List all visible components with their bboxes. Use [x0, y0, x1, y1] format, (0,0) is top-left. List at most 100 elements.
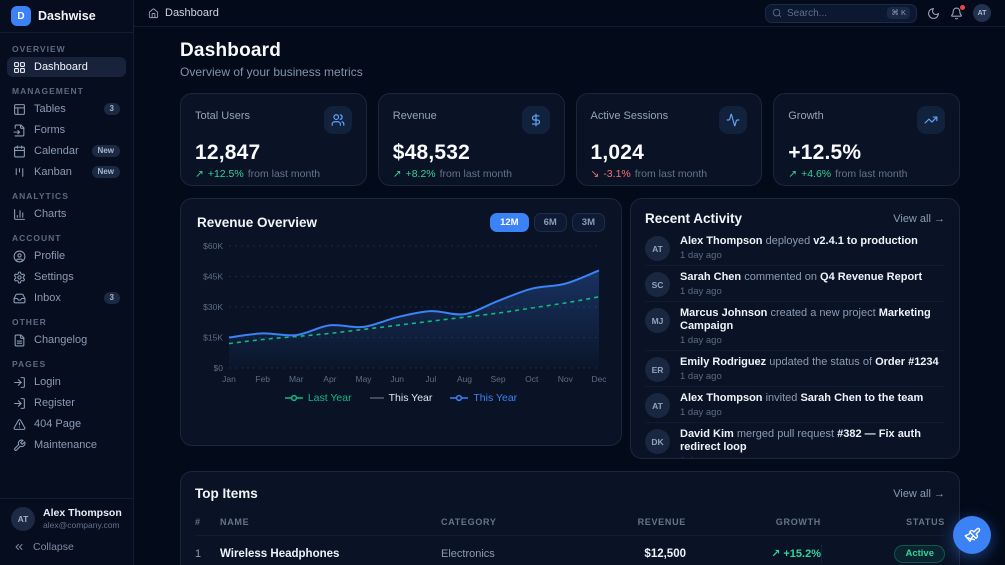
- svg-text:Jun: Jun: [390, 374, 404, 384]
- actor-name: Sarah Chen: [680, 271, 742, 283]
- sidebar-item-profile[interactable]: Profile: [7, 246, 126, 266]
- paintbrush-icon: [964, 527, 980, 542]
- dollar-icon: [521, 106, 550, 134]
- avatar: ER: [645, 357, 670, 382]
- table-row[interactable]: 1 Wireless Headphones Electronics $12,50…: [195, 535, 945, 565]
- svg-text:May: May: [356, 374, 373, 384]
- actor-name: Alex Thompson: [680, 392, 763, 404]
- svg-text:Aug: Aug: [457, 374, 472, 384]
- timestamp: 1 day ago: [680, 371, 722, 382]
- stat-cards: Total Users 12,847 ↗ +12.5% from last mo…: [180, 93, 960, 186]
- legend-label: Last Year: [307, 392, 352, 404]
- sidebar-item-maintenance[interactable]: Maintenance: [7, 435, 126, 455]
- sidebar-item-404[interactable]: 404 Page: [7, 414, 126, 434]
- svg-text:$15K: $15K: [203, 333, 223, 343]
- timestamp: 1 day ago: [680, 456, 945, 458]
- activity-item[interactable]: MJ Marcus Johnson created a new project …: [645, 301, 945, 350]
- sidebar-user[interactable]: AT Alex Thompson alex@company.com: [11, 507, 122, 531]
- sidebar-item-label: 404 Page: [34, 418, 82, 430]
- sidebar-item-login[interactable]: Login: [7, 372, 126, 392]
- sidebar-item-label: Inbox: [34, 292, 61, 304]
- moon-icon: [928, 7, 939, 19]
- wrench-icon: [13, 439, 26, 452]
- table-title: Top Items: [195, 486, 258, 501]
- avatar[interactable]: AT: [973, 4, 991, 22]
- stat-delta: +12.5%: [207, 168, 244, 180]
- stat-note: from last month: [247, 168, 321, 180]
- trend-up-icon: ↗: [771, 548, 781, 561]
- gear-icon: [13, 271, 26, 284]
- svg-text:Dec: Dec: [591, 374, 607, 384]
- file-text-icon: [13, 334, 26, 347]
- sidebar-item-tables[interactable]: Tables 3: [7, 99, 126, 119]
- sidebar-item-dashboard[interactable]: Dashboard: [7, 57, 126, 77]
- stat-label: Growth: [788, 110, 824, 122]
- range-3m-button[interactable]: 3M: [571, 213, 605, 232]
- stat-card-revenue: Revenue $48,532 ↗ +8.2% from last month: [377, 93, 565, 186]
- notifications-button[interactable]: [950, 4, 965, 20]
- page-content: Dashboard Overview of your business metr…: [134, 27, 1005, 565]
- activity-item[interactable]: DK David Kim merged pull request #382 — …: [645, 422, 945, 458]
- theme-customizer-fab[interactable]: [953, 516, 991, 554]
- column-header-growth: Growth: [775, 517, 821, 527]
- activity-item[interactable]: AT Alex Thompson invited Sarah Chen to t…: [645, 386, 945, 422]
- trend-down-icon: ↘: [590, 168, 600, 180]
- sidebar-item-settings[interactable]: Settings: [7, 267, 126, 287]
- sidebar-item-label: Calendar: [34, 145, 79, 157]
- collapse-label: Collapse: [33, 541, 74, 553]
- svg-text:$0: $0: [214, 363, 224, 373]
- column-header-name: Name: [220, 517, 250, 527]
- sidebar-item-label: Maintenance: [34, 439, 97, 451]
- action-target: v2.4.1 to production: [813, 235, 918, 247]
- cell-growth: +15.2%: [783, 548, 821, 561]
- stat-value: 1,024: [590, 141, 645, 164]
- cell-name: Wireless Headphones: [220, 547, 340, 560]
- column-header-rank: #: [195, 517, 201, 527]
- app-name: Dashwise: [38, 9, 96, 23]
- activity-item[interactable]: ER Emily Rodriguez updated the status of…: [645, 350, 945, 386]
- grid-icon: [13, 61, 26, 74]
- sidebar-item-charts[interactable]: Charts: [7, 204, 126, 224]
- sidebar-nav: Overview Dashboard Management Tables 3 F…: [0, 33, 133, 498]
- actor-name: Alex Thompson: [680, 235, 763, 247]
- range-12m-button[interactable]: 12M: [490, 213, 529, 232]
- stat-card-total-users: Total Users 12,847 ↗ +12.5% from last mo…: [180, 93, 367, 186]
- column-header-revenue: Revenue: [637, 517, 686, 527]
- inbox-icon: [13, 292, 26, 305]
- actor-name: Marcus Johnson: [680, 307, 768, 319]
- app-logo[interactable]: D Dashwise: [0, 0, 133, 33]
- search-box[interactable]: ⌘ K: [765, 3, 917, 23]
- legend-this-year-line: This Year: [450, 392, 517, 404]
- theme-toggle-button[interactable]: [927, 7, 940, 20]
- collapse-button[interactable]: Collapse: [11, 531, 122, 561]
- sidebar-item-calendar[interactable]: Calendar New: [7, 141, 126, 161]
- activity-item[interactable]: SC Sarah Chen commented on Q4 Revenue Re…: [645, 265, 945, 301]
- legend-label: This Year: [388, 392, 433, 404]
- timestamp: 1 day ago: [680, 250, 722, 261]
- sidebar-item-inbox[interactable]: Inbox 3: [7, 288, 126, 308]
- stat-value: +12.5%: [788, 141, 862, 164]
- legend-marker-icon: [284, 394, 303, 402]
- sidebar-item-register[interactable]: Register: [7, 393, 126, 413]
- activity-item[interactable]: AT Alex Thompson deployed v2.4.1 to prod…: [645, 230, 945, 265]
- sidebar-item-label: Changelog: [34, 334, 88, 346]
- sidebar-item-kanban[interactable]: Kanban New: [7, 162, 126, 182]
- action-text: invited: [765, 392, 798, 404]
- breadcrumb[interactable]: Dashboard: [148, 7, 219, 19]
- range-6m-button[interactable]: 6M: [533, 213, 567, 232]
- sidebar-item-forms[interactable]: Forms: [7, 120, 126, 140]
- search-input[interactable]: [787, 7, 883, 19]
- avatar: AT: [11, 507, 35, 531]
- revenue-line-chart: $0 $15K $30K $45K $60K Jan Feb Mar Apr May Jun Jul A…: [203, 241, 607, 384]
- activity-view-all-link[interactable]: View all →: [893, 212, 945, 225]
- sidebar: D Dashwise Overview Dashboard Management…: [0, 0, 134, 565]
- actor-name: Emily Rodriguez: [680, 356, 767, 368]
- trend-up-icon: ↗: [788, 168, 798, 180]
- sidebar-item-changelog[interactable]: Changelog: [7, 330, 126, 350]
- table-view-all-link[interactable]: View all →: [893, 487, 945, 500]
- section-label-management: Management: [12, 86, 84, 96]
- timestamp: 1 day ago: [680, 407, 722, 418]
- count-badge: 3: [103, 292, 120, 304]
- legend-this-year: This Year: [369, 392, 433, 404]
